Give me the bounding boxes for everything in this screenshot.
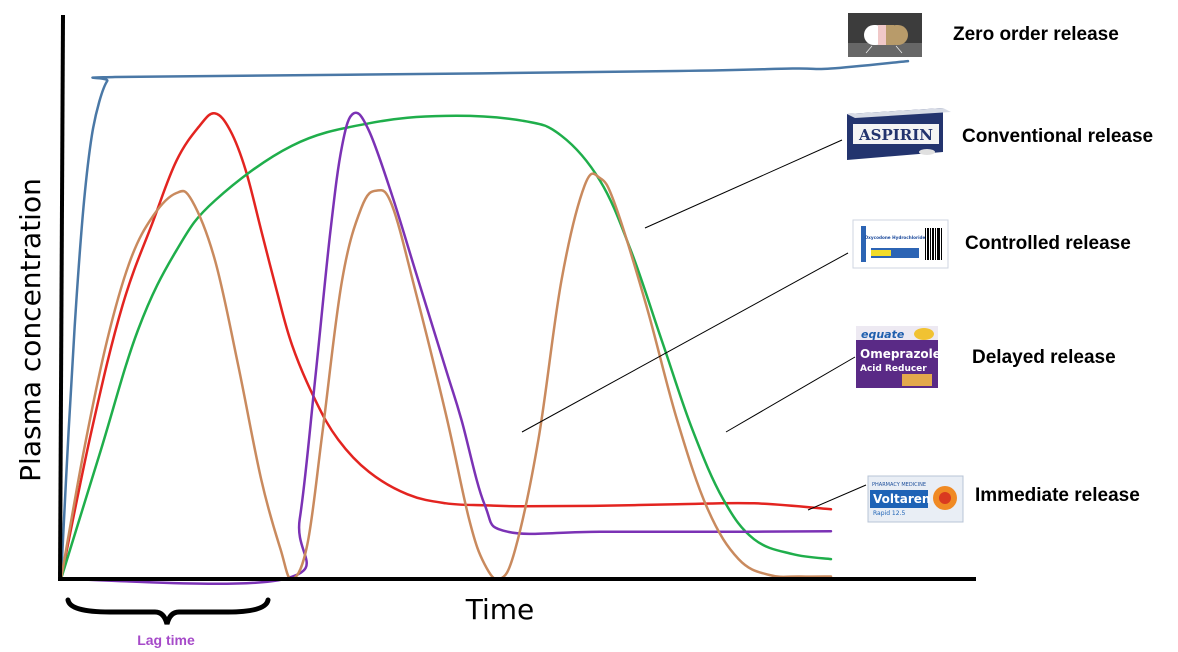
curve-zero-order-release (59, 59, 910, 581)
legend-conventional: Conventional release (962, 126, 1153, 147)
oxycodone-label-image: Oxycodone Hydrochloride (852, 219, 949, 269)
svg-text:PHARMACY MEDICINE: PHARMACY MEDICINE (872, 482, 926, 488)
pointer-controlled (521, 252, 849, 433)
pointer-immediate (807, 484, 867, 511)
y-axis (58, 14, 65, 582)
y-axis-title: Plasma concentration (14, 178, 47, 482)
legend-zero-order: Zero order release (953, 24, 1119, 45)
voltaren-box-image: PHARMACY MEDICINE Voltaren Rapid 12.5 (867, 475, 964, 523)
svg-text:equate: equate (861, 328, 905, 341)
pointer-delayed (725, 356, 856, 433)
pointer-conventional (644, 139, 843, 229)
svg-text:Acid Reducer: Acid Reducer (860, 364, 927, 374)
curve-delayed-release (59, 111, 833, 586)
curve-controlled-release (59, 114, 833, 581)
legend-immediate: Immediate release (975, 485, 1140, 506)
curves-layer (59, 59, 910, 586)
legend-controlled: Controlled release (965, 233, 1131, 254)
svg-text:Oxycodone Hydrochloride: Oxycodone Hydrochloride (865, 235, 926, 240)
lag-time-label: Lag time (137, 632, 195, 648)
svg-text:ASPIRIN: ASPIRIN (858, 126, 933, 144)
lag-time-brace (65, 597, 271, 625)
legend-delayed: Delayed release (972, 347, 1116, 368)
aspirin-box-image: ASPIRIN (847, 108, 951, 160)
svg-text:Omeprazole: Omeprazole (860, 347, 941, 361)
curve-conventional-release (59, 112, 833, 581)
svg-text:Voltaren: Voltaren (873, 492, 930, 506)
svg-text:Rapid 12.5: Rapid 12.5 (873, 510, 905, 517)
omeprazole-box-image: equate Omeprazole Acid Reducer (856, 326, 941, 388)
x-axis-title: Time (465, 593, 535, 626)
capsule-image (848, 13, 922, 57)
curve-immediate-release (59, 172, 833, 581)
